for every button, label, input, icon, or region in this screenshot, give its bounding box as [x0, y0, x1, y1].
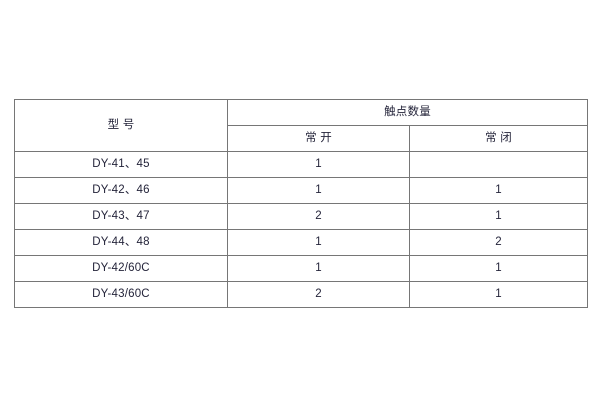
cell-normally-closed: 1	[409, 281, 588, 308]
cell-model: DY-43、47	[14, 203, 228, 230]
cell-normally-open: 2	[227, 203, 410, 230]
table-body: DY-41、45 1 DY-42、46 1 1 DY-43、47 2 1 DY-…	[14, 151, 588, 308]
header-row-top: 型 号 触点数量	[14, 99, 588, 152]
cell-model: DY-42/60C	[14, 255, 228, 282]
cell-model: DY-44、48	[14, 229, 228, 256]
table-row: DY-43、47 2 1	[14, 203, 588, 230]
cell-normally-closed: 1	[409, 203, 588, 230]
table-row: DY-41、45 1	[14, 151, 588, 178]
column-header-contact-quantity: 触点数量	[227, 99, 588, 126]
cell-normally-open: 1	[227, 151, 410, 178]
column-header-normally-closed: 常 闭	[409, 125, 588, 152]
table-header: 型 号 触点数量 常 开 常 闭	[14, 99, 588, 152]
cell-model: DY-43/60C	[14, 281, 228, 308]
table-row: DY-42/60C 1 1	[14, 255, 588, 282]
cell-model: DY-41、45	[14, 151, 228, 178]
cell-normally-closed: 2	[409, 229, 588, 256]
contact-quantity-table: 型 号 触点数量 常 开 常 闭 DY-41、45 1 DY-42、46 1 1…	[14, 99, 588, 308]
header-row-sub: 常 开 常 闭	[15, 125, 588, 152]
cell-normally-open: 1	[227, 229, 410, 256]
table-row: DY-44、48 1 2	[14, 229, 588, 256]
cell-normally-open: 1	[227, 255, 410, 282]
table-row: DY-42、46 1 1	[14, 177, 588, 204]
column-header-model: 型 号	[14, 99, 228, 152]
cell-normally-open: 1	[227, 177, 410, 204]
cell-normally-closed: 1	[409, 177, 588, 204]
cell-model: DY-42、46	[14, 177, 228, 204]
column-header-normally-open: 常 开	[227, 125, 410, 152]
cell-normally-closed	[409, 151, 588, 178]
cell-normally-open: 2	[227, 281, 410, 308]
cell-normally-closed: 1	[409, 255, 588, 282]
table-row: DY-43/60C 2 1	[14, 281, 588, 308]
